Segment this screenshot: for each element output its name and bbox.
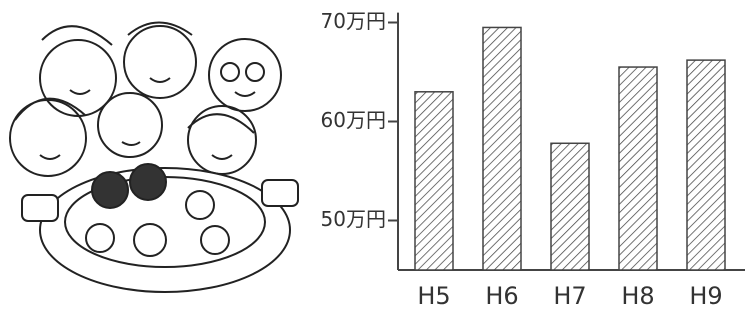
y-tick-label: 60万円	[321, 108, 386, 132]
chart: 50万円 60万円 70万円 H5 H6 H7 H8 H9	[0, 0, 747, 311]
bar	[619, 67, 657, 270]
y-tick-label: 50万円	[321, 207, 386, 231]
x-tick-label: H9	[689, 282, 722, 310]
y-tick-label: 70万円	[321, 9, 386, 33]
bar	[483, 27, 521, 270]
x-tick-label: H5	[417, 282, 450, 310]
bar	[551, 143, 589, 270]
x-tick-label: H6	[485, 282, 518, 310]
x-tick-label: H8	[621, 282, 654, 310]
illustration	[10, 23, 298, 293]
bar	[415, 92, 453, 270]
x-tick-label: H7	[553, 282, 586, 310]
page: {"chart_data": {"type": "bar", "categori…	[0, 0, 747, 311]
bar	[687, 60, 725, 270]
